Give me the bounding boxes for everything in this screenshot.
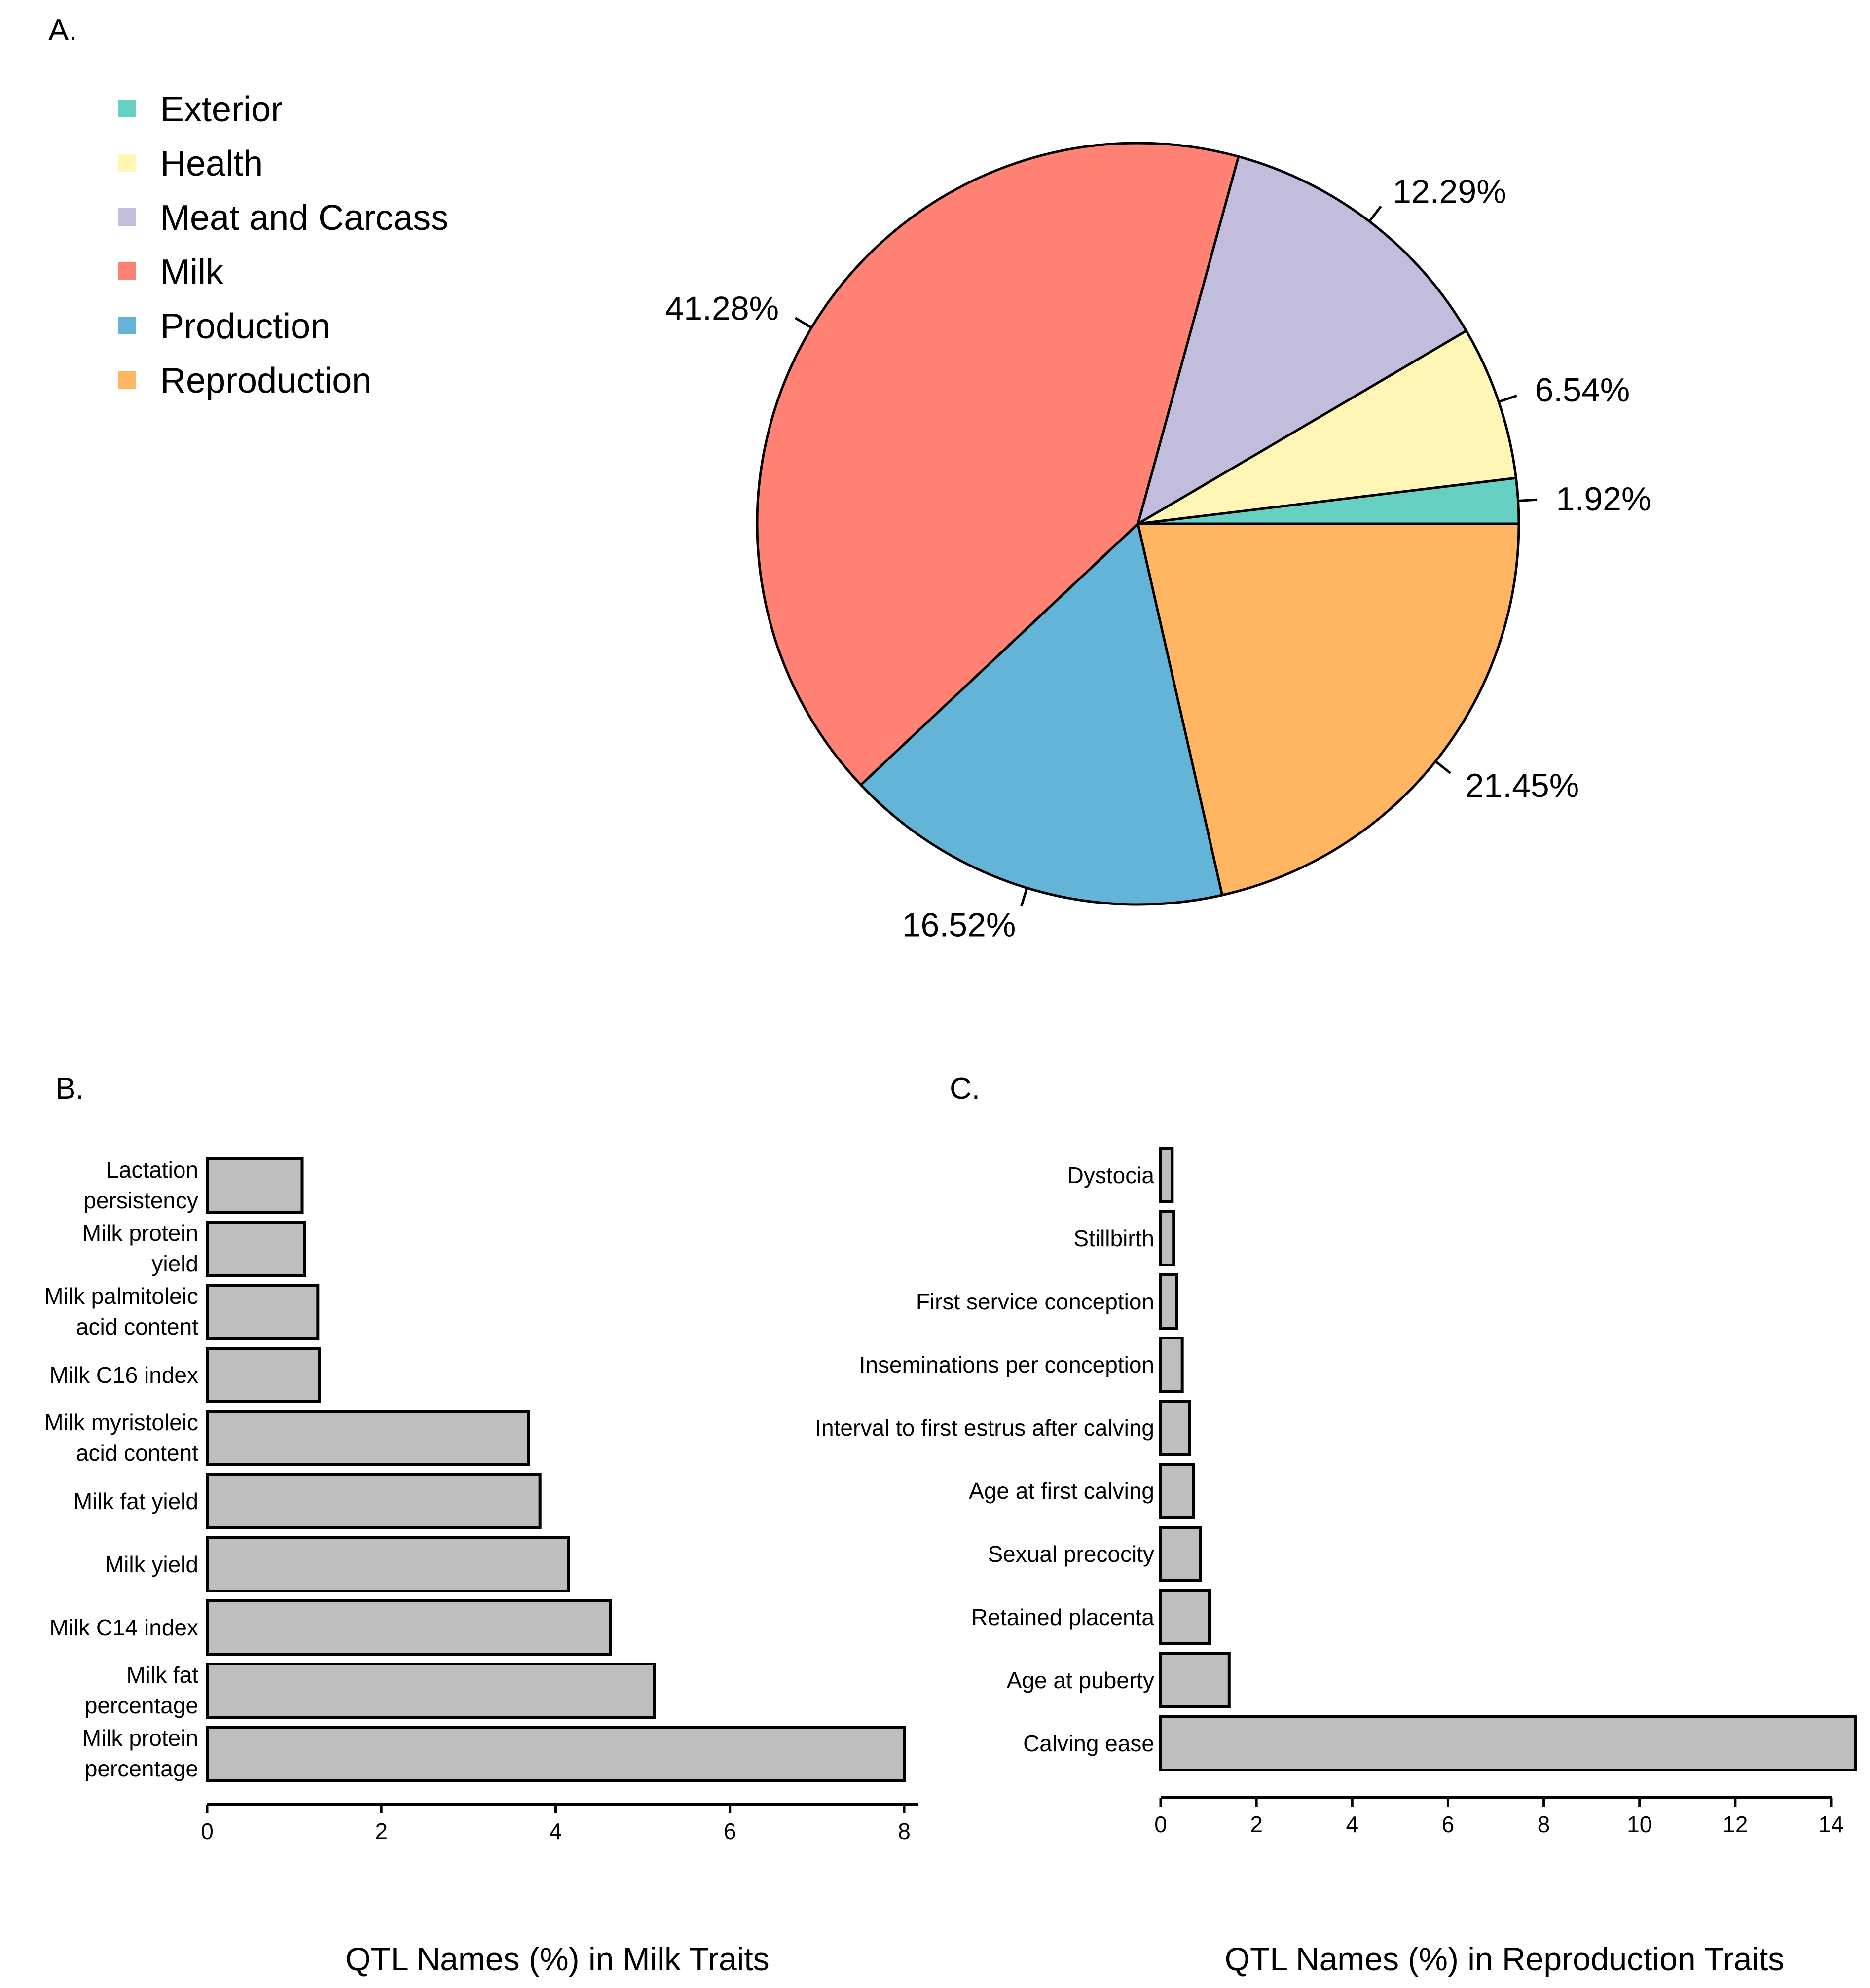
pie-legend: Exterior Health Meat and Carcass Milk Produc…: [118, 90, 448, 400]
bar-category-label: acid content: [76, 1314, 198, 1339]
bar-category-label: acid content: [76, 1440, 198, 1466]
bar: [206, 1726, 906, 1782]
pie-percent-label: 1.92%: [1556, 480, 1651, 518]
bar: [1159, 1337, 1184, 1393]
bar-category-label: Milk fat: [126, 1662, 198, 1688]
bar: [1159, 1463, 1195, 1519]
bar-category-label: Dystocia: [1067, 1162, 1155, 1188]
legend-swatch: [118, 208, 136, 226]
bar-category-label: Calving ease: [1023, 1731, 1154, 1756]
milk-x-axis-label: QTL Names (%) in Milk Traits: [345, 1941, 769, 1977]
pie-slice-milk: [756, 142, 1240, 787]
x-tick-label: 14: [1818, 1811, 1843, 1837]
x-tick-label: 2: [375, 1818, 388, 1844]
x-tick-label: 0: [201, 1818, 214, 1844]
legend-label: Health: [160, 144, 263, 183]
x-tick-label: 2: [1250, 1811, 1263, 1837]
legend-label: Exterior: [160, 90, 283, 129]
legend-swatch: [118, 262, 136, 280]
bar: [206, 1284, 320, 1340]
pie-percent-label: 21.45%: [1466, 767, 1579, 804]
bar-category-label: Inseminations per conception: [859, 1352, 1154, 1377]
bar-category-label: Retained placenta: [971, 1604, 1154, 1630]
bar-category-label: Milk protein: [82, 1220, 198, 1246]
bar-category-label: Milk fat yield: [73, 1488, 198, 1514]
bar-category-label: persistency: [83, 1188, 198, 1213]
bar-category-label: Milk protein: [82, 1725, 198, 1751]
bar-category-label: Milk C14 index: [49, 1615, 198, 1640]
bar-category-label: Milk myristoleic: [44, 1410, 198, 1435]
legend-swatch: [118, 154, 136, 172]
bar: [1159, 1147, 1174, 1203]
bar: [206, 1410, 530, 1466]
bar: [206, 1536, 570, 1592]
reproduction-traits-bar-chart: Dystocia Stillbirth First service concepti…: [815, 1147, 1857, 1837]
pie-chart: 1.92% 6.54% 12.29% 41.28% 16.52% 21.45%: [665, 142, 1651, 943]
pie-percent-label: 16.52%: [902, 906, 1016, 943]
legend-swatch: [118, 100, 136, 117]
bar: [206, 1221, 306, 1277]
pie-slice-reproduction: [1136, 522, 1520, 897]
bar: [206, 1157, 304, 1214]
bar-category-label: yield: [151, 1251, 198, 1276]
pie-label-tick: [1498, 394, 1517, 403]
pie-percent-label: 6.54%: [1535, 371, 1630, 409]
bar: [1159, 1589, 1211, 1645]
bar-category-label: percentage: [85, 1756, 198, 1781]
bar: [1159, 1210, 1175, 1266]
legend-label: Reproduction: [160, 361, 371, 400]
bar-category-label: Age at puberty: [1007, 1667, 1154, 1693]
bar: [1159, 1715, 1857, 1771]
bar: [206, 1473, 542, 1529]
pie-label-tick: [794, 317, 812, 329]
bar: [1159, 1526, 1202, 1582]
bar-category-label: Interval to first estrus after calving: [815, 1415, 1154, 1441]
bar: [1159, 1400, 1191, 1456]
bar-category-label: Stillbirth: [1073, 1226, 1154, 1251]
x-tick-label: 4: [1346, 1811, 1358, 1837]
bar: [1159, 1652, 1231, 1708]
milk-traits-bar-chart: Lactation persistency Milk protein yield Mil…: [44, 1157, 918, 1844]
pie-slice-production: [859, 521, 1224, 906]
x-tick-label: 10: [1627, 1811, 1652, 1837]
panel-label-c: C.: [950, 1072, 980, 1106]
pie-label-tick: [1368, 205, 1382, 222]
pie-label-tick: [1518, 498, 1538, 502]
x-tick-label: 4: [550, 1818, 562, 1844]
bar-category-label: Age at first calving: [969, 1478, 1154, 1504]
pie-percent-label: 12.29%: [1393, 173, 1506, 211]
bar-category-label: Milk C16 index: [49, 1362, 198, 1388]
bar: [206, 1599, 612, 1656]
pie-label-tick: [1020, 887, 1028, 907]
bar: [1159, 1273, 1178, 1330]
legend-swatch: [118, 371, 136, 389]
bar: [206, 1347, 321, 1403]
bar-category-label: First service conception: [916, 1289, 1154, 1314]
panel-label-a: A.: [48, 13, 77, 47]
pie-percent-label: 41.28%: [665, 290, 779, 327]
bar-category-label: percentage: [85, 1693, 198, 1718]
reproduction-x-axis-label: QTL Names (%) in Reproduction Traits: [1225, 1941, 1785, 1977]
x-tick-label: 12: [1723, 1811, 1748, 1837]
x-tick-label: 8: [1538, 1811, 1550, 1837]
x-tick-label: 8: [898, 1818, 911, 1844]
x-tick-label: 0: [1154, 1811, 1167, 1837]
panel-label-b: B.: [55, 1072, 84, 1106]
legend-label: Production: [160, 307, 330, 346]
bar: [206, 1663, 656, 1719]
pie-label-tick: [1434, 760, 1451, 774]
legend-label: Meat and Carcass: [160, 198, 448, 238]
legend-swatch: [118, 317, 136, 334]
bar-category-label: Sexual precocity: [988, 1541, 1155, 1567]
bar-category-label: Lactation: [106, 1157, 198, 1183]
bar-category-label: Milk palmitoleic: [44, 1283, 198, 1309]
bar-category-label: Milk yield: [105, 1552, 198, 1577]
x-tick-label: 6: [724, 1818, 736, 1844]
x-tick-label: 6: [1442, 1811, 1455, 1837]
legend-label: Milk: [160, 253, 224, 292]
